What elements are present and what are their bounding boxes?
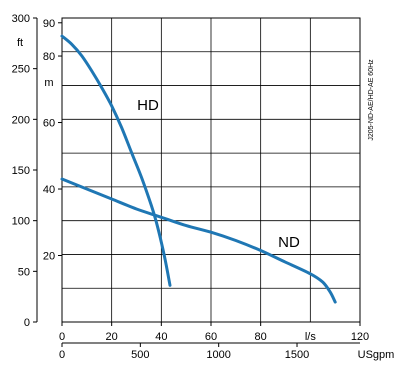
liters-tick-label: 20 xyxy=(106,331,118,343)
y-axis-feet: ft 0 50 100 150 200 250 300 xyxy=(12,13,38,329)
usgpm-tick-label: 1000 xyxy=(206,349,230,361)
model-annotation: J205-ND-AE/HD-AE 60Hz xyxy=(368,59,375,141)
feet-tick-label: 0 xyxy=(24,317,30,329)
meters-tick-label: 40 xyxy=(43,184,55,196)
series-label-hd: HD xyxy=(137,97,159,114)
feet-tick-label: 250 xyxy=(12,64,30,76)
usgpm-unit-label: USgpm xyxy=(358,349,395,361)
series-line-hd xyxy=(60,34,172,287)
liters-tick-label: 80 xyxy=(255,331,267,343)
grid-lines xyxy=(62,18,360,323)
x-axis-usgpm: 0 500 1000 1500 USgpm xyxy=(59,342,395,361)
meters-tick-label: 20 xyxy=(43,251,55,263)
meters-tick-label: 90 xyxy=(43,18,55,30)
feet-tick-label: 200 xyxy=(12,114,30,126)
liters-tick-label: 120 xyxy=(351,331,369,343)
meters-tick-label: 60 xyxy=(43,118,55,130)
meters-tick-label: 80 xyxy=(43,51,55,63)
feet-tick-label: 50 xyxy=(18,266,30,278)
feet-tick-label: 150 xyxy=(12,165,30,177)
y-axis-meters: m 20 40 60 80 90 xyxy=(43,18,62,263)
usgpm-tick-label: 1500 xyxy=(285,349,309,361)
performance-curves: HD ND xyxy=(60,34,337,304)
liters-tick-label: 0 xyxy=(59,331,65,343)
feet-tick-label: 300 xyxy=(12,13,30,25)
feet-unit-label: ft xyxy=(17,37,23,49)
x-axis-liters: 0 20 40 60 80 120 l/s xyxy=(59,322,369,343)
feet-tick-label: 100 xyxy=(12,216,30,228)
series-label-nd: ND xyxy=(278,234,300,251)
usgpm-tick-label: 500 xyxy=(131,349,149,361)
meters-unit-label: m xyxy=(44,77,53,89)
liters-unit-label: l/s xyxy=(305,331,317,343)
liters-tick-label: 60 xyxy=(205,331,217,343)
series-line-nd xyxy=(60,177,337,304)
liters-tick-label: 40 xyxy=(155,331,167,343)
usgpm-tick-label: 0 xyxy=(59,349,65,361)
